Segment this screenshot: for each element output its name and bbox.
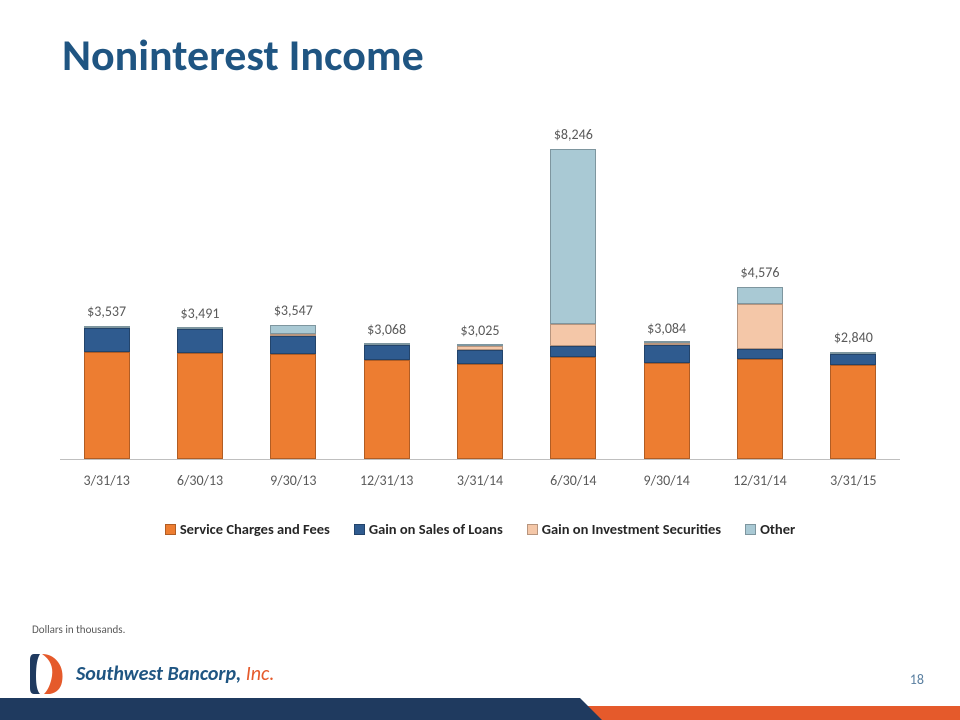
bar-group — [550, 149, 596, 459]
bar-group — [830, 352, 876, 459]
bar-segment — [364, 360, 410, 459]
x-axis-label: 12/31/14 — [715, 472, 805, 489]
bar-segment — [550, 357, 596, 459]
legend-label: Gain on Sales of Loans — [369, 520, 503, 538]
bar-total-label: $3,537 — [62, 303, 152, 320]
logo-word-2: Bancorp, — [168, 662, 246, 686]
x-axis-label: 3/31/13 — [62, 472, 152, 489]
noninterest-income-chart: $3,537 3/31/13 $3,491 6/30/13 $3,547 9/30/13 $… — [60, 140, 900, 510]
bar-total-label: $3,025 — [435, 322, 525, 339]
bar-group — [457, 344, 503, 459]
bar-segment — [644, 345, 690, 362]
bar-group — [737, 287, 783, 459]
legend-item: Gain on Sales of Loans — [354, 520, 503, 538]
chart-legend: Service Charges and Fees Gain on Sales of… — [60, 520, 900, 538]
bar-segment — [270, 354, 316, 459]
bar-total-label: $8,246 — [528, 126, 618, 143]
footnote: Dollars in thousands. — [32, 623, 125, 636]
logo-mark-icon — [28, 652, 68, 696]
bar-total-label: $4,576 — [715, 264, 805, 281]
bar-segment — [830, 365, 876, 459]
bar-total-label: $3,068 — [342, 321, 432, 338]
bar-segment — [550, 324, 596, 347]
bar-segment — [737, 287, 783, 304]
legend-label: Gain on Investment Securities — [542, 520, 721, 538]
bar-segment — [84, 352, 130, 459]
bar-segment — [644, 363, 690, 459]
bar-segment — [364, 345, 410, 360]
bar-group — [364, 343, 410, 459]
bar-total-label: $2,840 — [808, 329, 898, 346]
logo-word-3: Inc. — [246, 662, 275, 686]
bar-segment — [550, 346, 596, 357]
x-axis-label: 3/31/14 — [435, 472, 525, 489]
x-axis-label: 6/30/14 — [528, 472, 618, 489]
legend-swatch-icon — [165, 524, 176, 535]
legend-swatch-icon — [745, 524, 756, 535]
legend-label: Service Charges and Fees — [180, 520, 330, 538]
x-axis-label: 6/30/13 — [155, 472, 245, 489]
bar-segment — [270, 336, 316, 355]
footer-navy-stripe — [0, 698, 580, 720]
bar-segment — [457, 350, 503, 364]
bar-total-label: $3,547 — [248, 302, 338, 319]
bar-segment — [457, 364, 503, 459]
bar-segment — [737, 349, 783, 359]
x-axis-label: 9/30/13 — [248, 472, 338, 489]
legend-item: Other — [745, 520, 795, 538]
bar-total-label: $3,491 — [155, 305, 245, 322]
bar-group — [84, 326, 130, 459]
bar-group — [644, 341, 690, 459]
bar-segment — [177, 329, 223, 353]
bar-group — [270, 325, 316, 459]
logo-text: Southwest Bancorp, Inc. — [76, 662, 274, 686]
company-logo: Southwest Bancorp, Inc. — [28, 652, 274, 696]
bar-segment — [737, 359, 783, 459]
bar-segment — [177, 353, 223, 459]
legend-label: Other — [760, 520, 795, 538]
slide-title: Noninterest Income — [62, 28, 424, 82]
bar-segment — [270, 325, 316, 334]
legend-item: Service Charges and Fees — [165, 520, 330, 538]
legend-swatch-icon — [354, 524, 365, 535]
x-axis-label: 9/30/14 — [622, 472, 712, 489]
x-axis-label: 12/31/13 — [342, 472, 432, 489]
bar-segment — [550, 149, 596, 324]
bar-segment — [737, 304, 783, 349]
chart-plot: $3,5373/31/13$3,4916/30/13$3,5479/30/13$… — [60, 140, 900, 460]
logo-word-1: Southwest — [76, 662, 168, 686]
bar-group — [177, 327, 223, 459]
legend-swatch-icon — [527, 524, 538, 535]
bar-segment — [830, 354, 876, 365]
x-axis-label: 3/31/15 — [808, 472, 898, 489]
legend-item: Gain on Investment Securities — [527, 520, 721, 538]
bar-total-label: $3,084 — [622, 320, 712, 337]
bar-segment — [84, 328, 130, 352]
page-number: 18 — [910, 671, 924, 688]
footer-bar — [0, 698, 960, 720]
